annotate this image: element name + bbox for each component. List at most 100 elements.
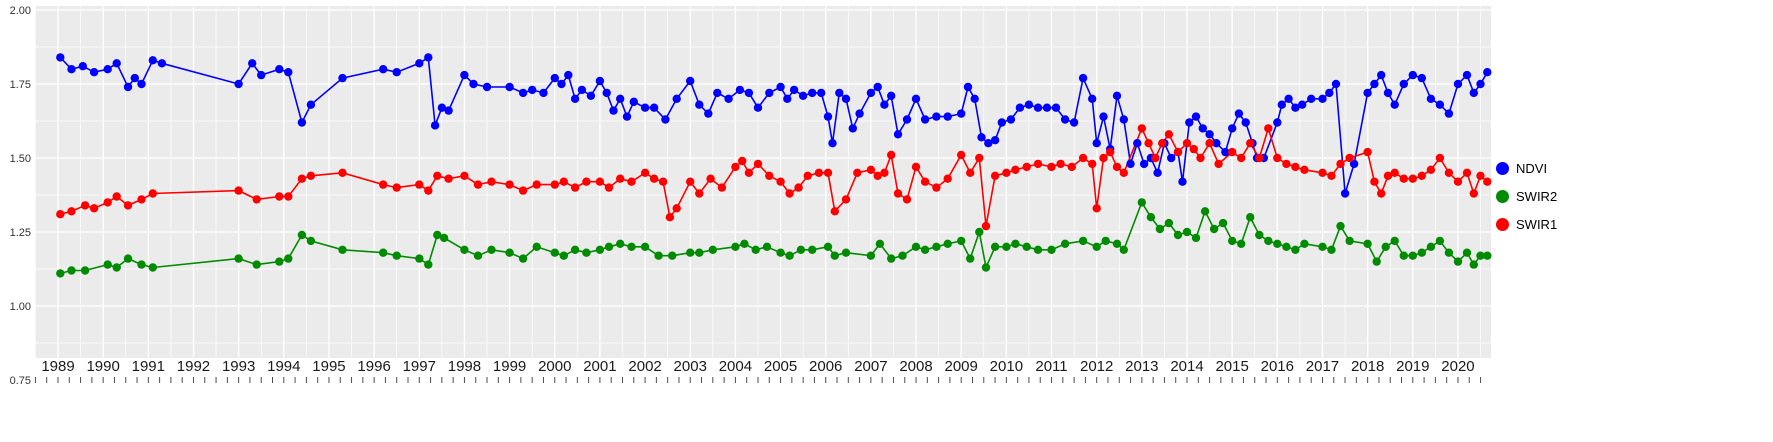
x-axis-label: 2015 bbox=[1215, 358, 1248, 375]
data-point-swir2 bbox=[785, 251, 794, 260]
data-point-swir2 bbox=[957, 236, 966, 246]
data-point-swir1 bbox=[943, 174, 952, 183]
data-point-swir1 bbox=[433, 171, 442, 180]
data-point-swir2 bbox=[981, 263, 991, 272]
data-point-swir2 bbox=[1173, 230, 1183, 240]
data-point-ndvi bbox=[1042, 103, 1052, 112]
data-point-swir1 bbox=[717, 183, 727, 192]
data-point-ndvi bbox=[518, 88, 528, 98]
data-point-swir2 bbox=[604, 242, 614, 251]
x-axis-label: 1997 bbox=[403, 358, 436, 375]
data-point-swir1 bbox=[1196, 153, 1205, 163]
x-axis-label: 1993 bbox=[222, 358, 255, 375]
data-point-ndvi bbox=[392, 68, 401, 77]
data-point-swir1 bbox=[814, 168, 824, 177]
data-point-swir2 bbox=[762, 242, 772, 251]
data-point-ndvi bbox=[1399, 79, 1409, 89]
x-axis-label: 2001 bbox=[583, 358, 616, 375]
legend-label: SWIR1 bbox=[1516, 216, 1558, 232]
data-point-swir1 bbox=[830, 207, 839, 216]
data-point-swir2 bbox=[1469, 260, 1479, 269]
data-point-ndvi bbox=[1015, 103, 1025, 112]
data-point-swir1 bbox=[1047, 162, 1056, 172]
data-point-swir2 bbox=[776, 248, 785, 257]
data-point-swir1 bbox=[148, 189, 157, 198]
data-point-swir1 bbox=[1417, 171, 1427, 180]
data-point-swir2 bbox=[80, 266, 90, 275]
data-point-swir1 bbox=[424, 186, 433, 195]
data-point-swir2 bbox=[1264, 236, 1273, 246]
data-point-swir1 bbox=[640, 168, 650, 177]
data-point-ndvi bbox=[1444, 109, 1454, 118]
data-point-ndvi bbox=[505, 82, 514, 92]
data-point-swir1 bbox=[658, 177, 668, 186]
data-point-ndvi bbox=[817, 88, 826, 98]
data-point-swir1 bbox=[803, 171, 812, 180]
data-point-ndvi bbox=[902, 115, 912, 124]
data-point-swir2 bbox=[975, 227, 984, 237]
data-point-swir2 bbox=[532, 242, 541, 251]
data-point-swir1 bbox=[1078, 153, 1088, 163]
data-point-swir1 bbox=[665, 213, 675, 222]
data-point-swir2 bbox=[1022, 242, 1031, 251]
data-point-swir2 bbox=[1092, 242, 1101, 251]
y-axis-label: 2.00 bbox=[10, 5, 31, 17]
legend-label: NDVI bbox=[1516, 160, 1548, 176]
data-point-swir2 bbox=[1282, 242, 1291, 251]
x-axis-label: 2005 bbox=[764, 358, 797, 375]
data-point-ndvi bbox=[1167, 153, 1176, 163]
data-point-ndvi bbox=[783, 94, 792, 104]
data-point-ndvi bbox=[713, 88, 722, 98]
data-point-swir2 bbox=[966, 254, 975, 263]
x-axis-label: 1991 bbox=[132, 358, 165, 375]
data-point-swir2 bbox=[379, 248, 388, 257]
data-point-swir2 bbox=[1291, 245, 1300, 254]
data-point-ndvi bbox=[1126, 159, 1135, 169]
data-point-ndvi bbox=[1078, 73, 1088, 83]
data-point-swir2 bbox=[990, 242, 1000, 251]
x-axis-label: 1990 bbox=[86, 358, 119, 375]
x-axis-label: 1994 bbox=[267, 358, 300, 375]
data-point-ndvi bbox=[1273, 118, 1282, 127]
data-point-swir1 bbox=[887, 150, 896, 160]
data-point-ndvi bbox=[123, 82, 133, 92]
data-point-ndvi bbox=[1060, 115, 1070, 124]
data-point-ndvi bbox=[776, 82, 785, 92]
data-point-ndvi bbox=[990, 136, 1000, 145]
x-axis-label: 2020 bbox=[1441, 358, 1474, 375]
data-point-ndvi bbox=[1178, 177, 1187, 186]
data-point-swir1 bbox=[902, 195, 912, 204]
data-point-swir2 bbox=[1408, 251, 1418, 260]
data-point-ndvi bbox=[880, 100, 889, 109]
data-point-swir1 bbox=[880, 168, 889, 177]
data-point-swir1 bbox=[1164, 130, 1174, 139]
data-point-ndvi bbox=[528, 85, 537, 95]
legend-item-swir2: SWIR2 bbox=[1496, 182, 1557, 210]
data-point-swir1 bbox=[1151, 153, 1160, 163]
data-point-swir1 bbox=[616, 174, 625, 183]
data-point-swir1 bbox=[444, 174, 453, 183]
data-point-ndvi bbox=[1234, 109, 1244, 118]
x-axis-label: 2013 bbox=[1125, 358, 1158, 375]
data-point-ndvi bbox=[275, 65, 284, 74]
data-point-ndvi bbox=[539, 88, 548, 98]
data-point-swir2 bbox=[1146, 213, 1156, 222]
x-axis-label: 2006 bbox=[809, 358, 842, 375]
data-point-swir1 bbox=[893, 189, 903, 198]
plot-panel bbox=[35, 6, 1491, 358]
data-point-swir2 bbox=[148, 263, 157, 272]
data-point-swir2 bbox=[518, 254, 528, 263]
data-point-ndvi bbox=[564, 70, 573, 80]
legend-item-ndvi: NDVI bbox=[1496, 154, 1557, 182]
data-point-ndvi bbox=[103, 65, 112, 74]
data-point-ndvi bbox=[622, 112, 632, 121]
data-point-ndvi bbox=[1277, 100, 1287, 109]
data-point-ndvi bbox=[744, 88, 754, 98]
data-point-swir1 bbox=[252, 195, 261, 204]
data-point-ndvi bbox=[424, 53, 433, 62]
data-point-swir2 bbox=[841, 248, 851, 257]
data-point-ndvi bbox=[1092, 139, 1101, 148]
data-point-swir1 bbox=[67, 207, 76, 216]
data-point-swir1 bbox=[1377, 189, 1386, 198]
data-point-swir1 bbox=[284, 192, 293, 201]
